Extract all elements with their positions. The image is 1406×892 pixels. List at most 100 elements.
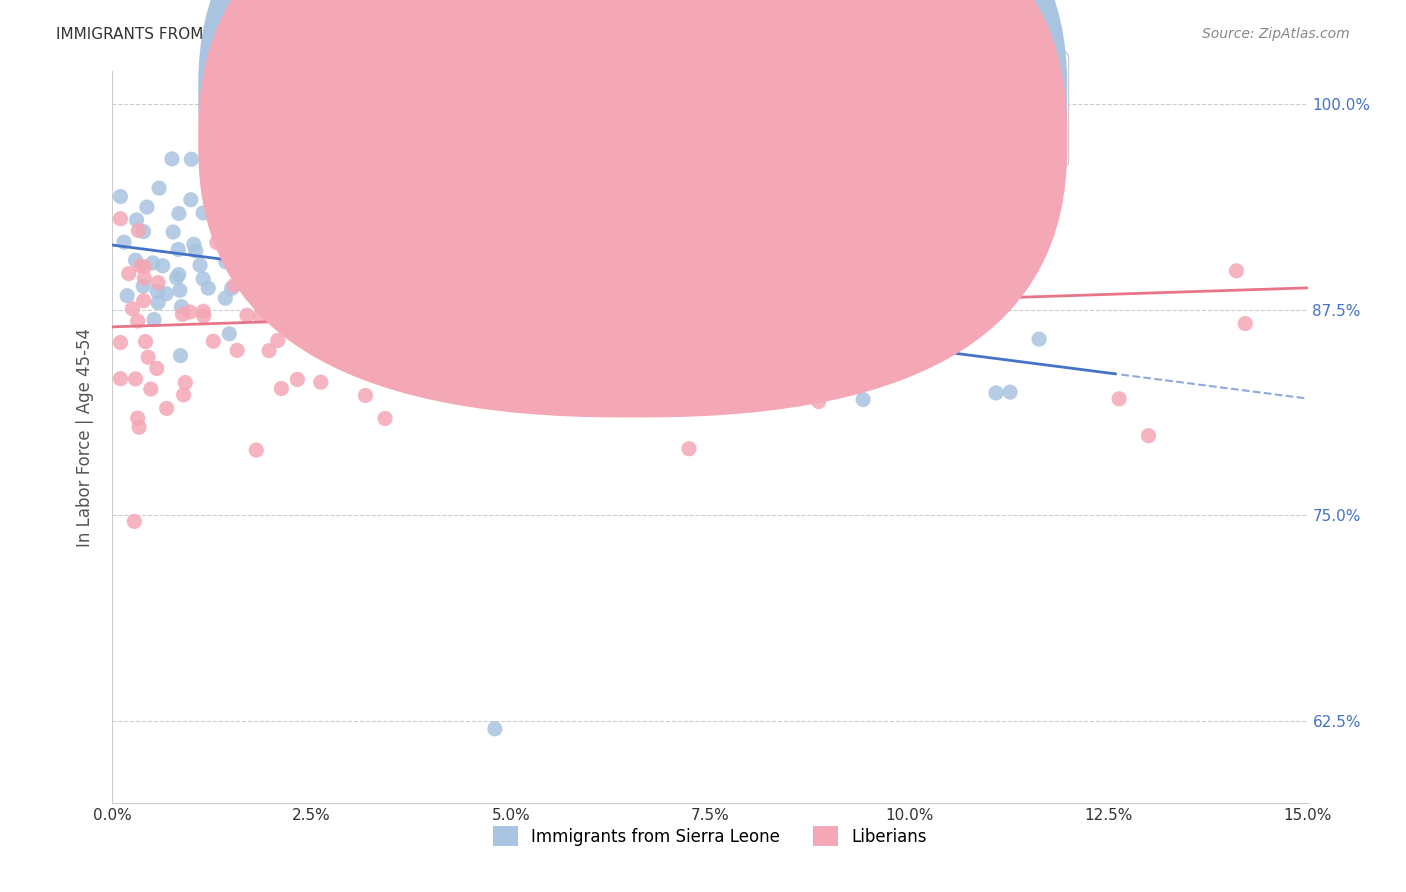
Point — [328, 290, 350, 304]
Point — [134, 271, 156, 285]
Text: R =: R = — [654, 94, 697, 112]
Text: N =: N = — [759, 138, 835, 156]
Point — [134, 260, 156, 274]
Point — [555, 262, 578, 277]
Point — [1137, 428, 1160, 442]
Point — [118, 267, 141, 281]
Point — [262, 176, 284, 190]
Point — [364, 320, 387, 334]
Point — [136, 350, 159, 364]
Point — [412, 188, 434, 202]
Point — [128, 420, 150, 434]
Text: -0.315: -0.315 — [703, 94, 761, 112]
Point — [447, 172, 470, 186]
Point — [197, 281, 219, 295]
Point — [160, 152, 183, 166]
Point — [903, 142, 925, 156]
Point — [789, 277, 811, 292]
Point — [1108, 392, 1130, 406]
Point — [127, 223, 149, 237]
Point — [1028, 332, 1050, 346]
Point — [678, 442, 700, 456]
Point — [184, 244, 207, 258]
Point — [591, 290, 613, 304]
Point — [174, 376, 197, 390]
Point — [180, 153, 202, 167]
Point — [976, 162, 998, 177]
Point — [215, 255, 238, 269]
Point — [368, 252, 391, 267]
Point — [132, 225, 155, 239]
Point — [852, 392, 875, 407]
Point — [714, 365, 737, 379]
Point — [179, 305, 201, 319]
Point — [193, 309, 215, 323]
Point — [253, 300, 276, 314]
Point — [821, 363, 844, 377]
Point — [127, 411, 149, 425]
Point — [527, 277, 550, 292]
Point — [155, 286, 177, 301]
Y-axis label: In Labor Force | Age 45-54: In Labor Force | Age 45-54 — [76, 327, 94, 547]
Point — [193, 304, 215, 318]
Point — [446, 228, 468, 243]
Point — [385, 269, 408, 284]
Point — [110, 335, 132, 350]
Point — [328, 275, 350, 289]
Point — [239, 218, 262, 232]
Point — [243, 252, 266, 267]
Point — [129, 259, 152, 273]
Point — [422, 174, 444, 188]
Point — [858, 359, 880, 374]
Point — [807, 394, 830, 409]
Point — [172, 307, 194, 321]
Point — [148, 181, 170, 195]
Point — [449, 270, 471, 285]
Point — [162, 225, 184, 239]
Point — [245, 97, 267, 112]
Point — [607, 234, 630, 248]
Point — [112, 235, 135, 250]
Point — [124, 372, 146, 386]
Point — [166, 271, 188, 285]
Text: R = -0.315   N = 68: R = -0.315 N = 68 — [640, 94, 803, 112]
Point — [307, 335, 329, 350]
Point — [412, 306, 434, 320]
Point — [132, 293, 155, 308]
Point — [814, 308, 837, 322]
Point — [848, 333, 870, 347]
Text: 0.071: 0.071 — [703, 138, 759, 156]
Text: Source: ZipAtlas.com: Source: ZipAtlas.com — [1202, 27, 1350, 41]
Point — [738, 312, 761, 326]
Point — [167, 243, 190, 257]
Point — [142, 256, 165, 270]
Point — [644, 352, 666, 367]
Point — [136, 200, 159, 214]
Point — [236, 308, 259, 322]
Point — [259, 303, 281, 318]
Point — [257, 343, 280, 358]
Point — [110, 372, 132, 386]
Point — [146, 276, 169, 290]
Point — [707, 363, 730, 377]
Point — [544, 178, 567, 193]
Point — [134, 334, 156, 349]
Point — [125, 213, 148, 227]
Point — [167, 268, 190, 282]
Point — [984, 386, 1007, 401]
Point — [218, 326, 240, 341]
Point — [420, 350, 443, 364]
Point — [993, 244, 1015, 259]
Text: 79: 79 — [815, 138, 838, 156]
Point — [183, 237, 205, 252]
Point — [146, 295, 169, 310]
Point — [693, 315, 716, 329]
Point — [283, 317, 305, 331]
Point — [344, 291, 367, 305]
Point — [191, 272, 214, 286]
Point — [484, 722, 506, 736]
Point — [115, 288, 138, 302]
Point — [257, 270, 280, 285]
Point — [121, 301, 143, 316]
Point — [270, 382, 292, 396]
